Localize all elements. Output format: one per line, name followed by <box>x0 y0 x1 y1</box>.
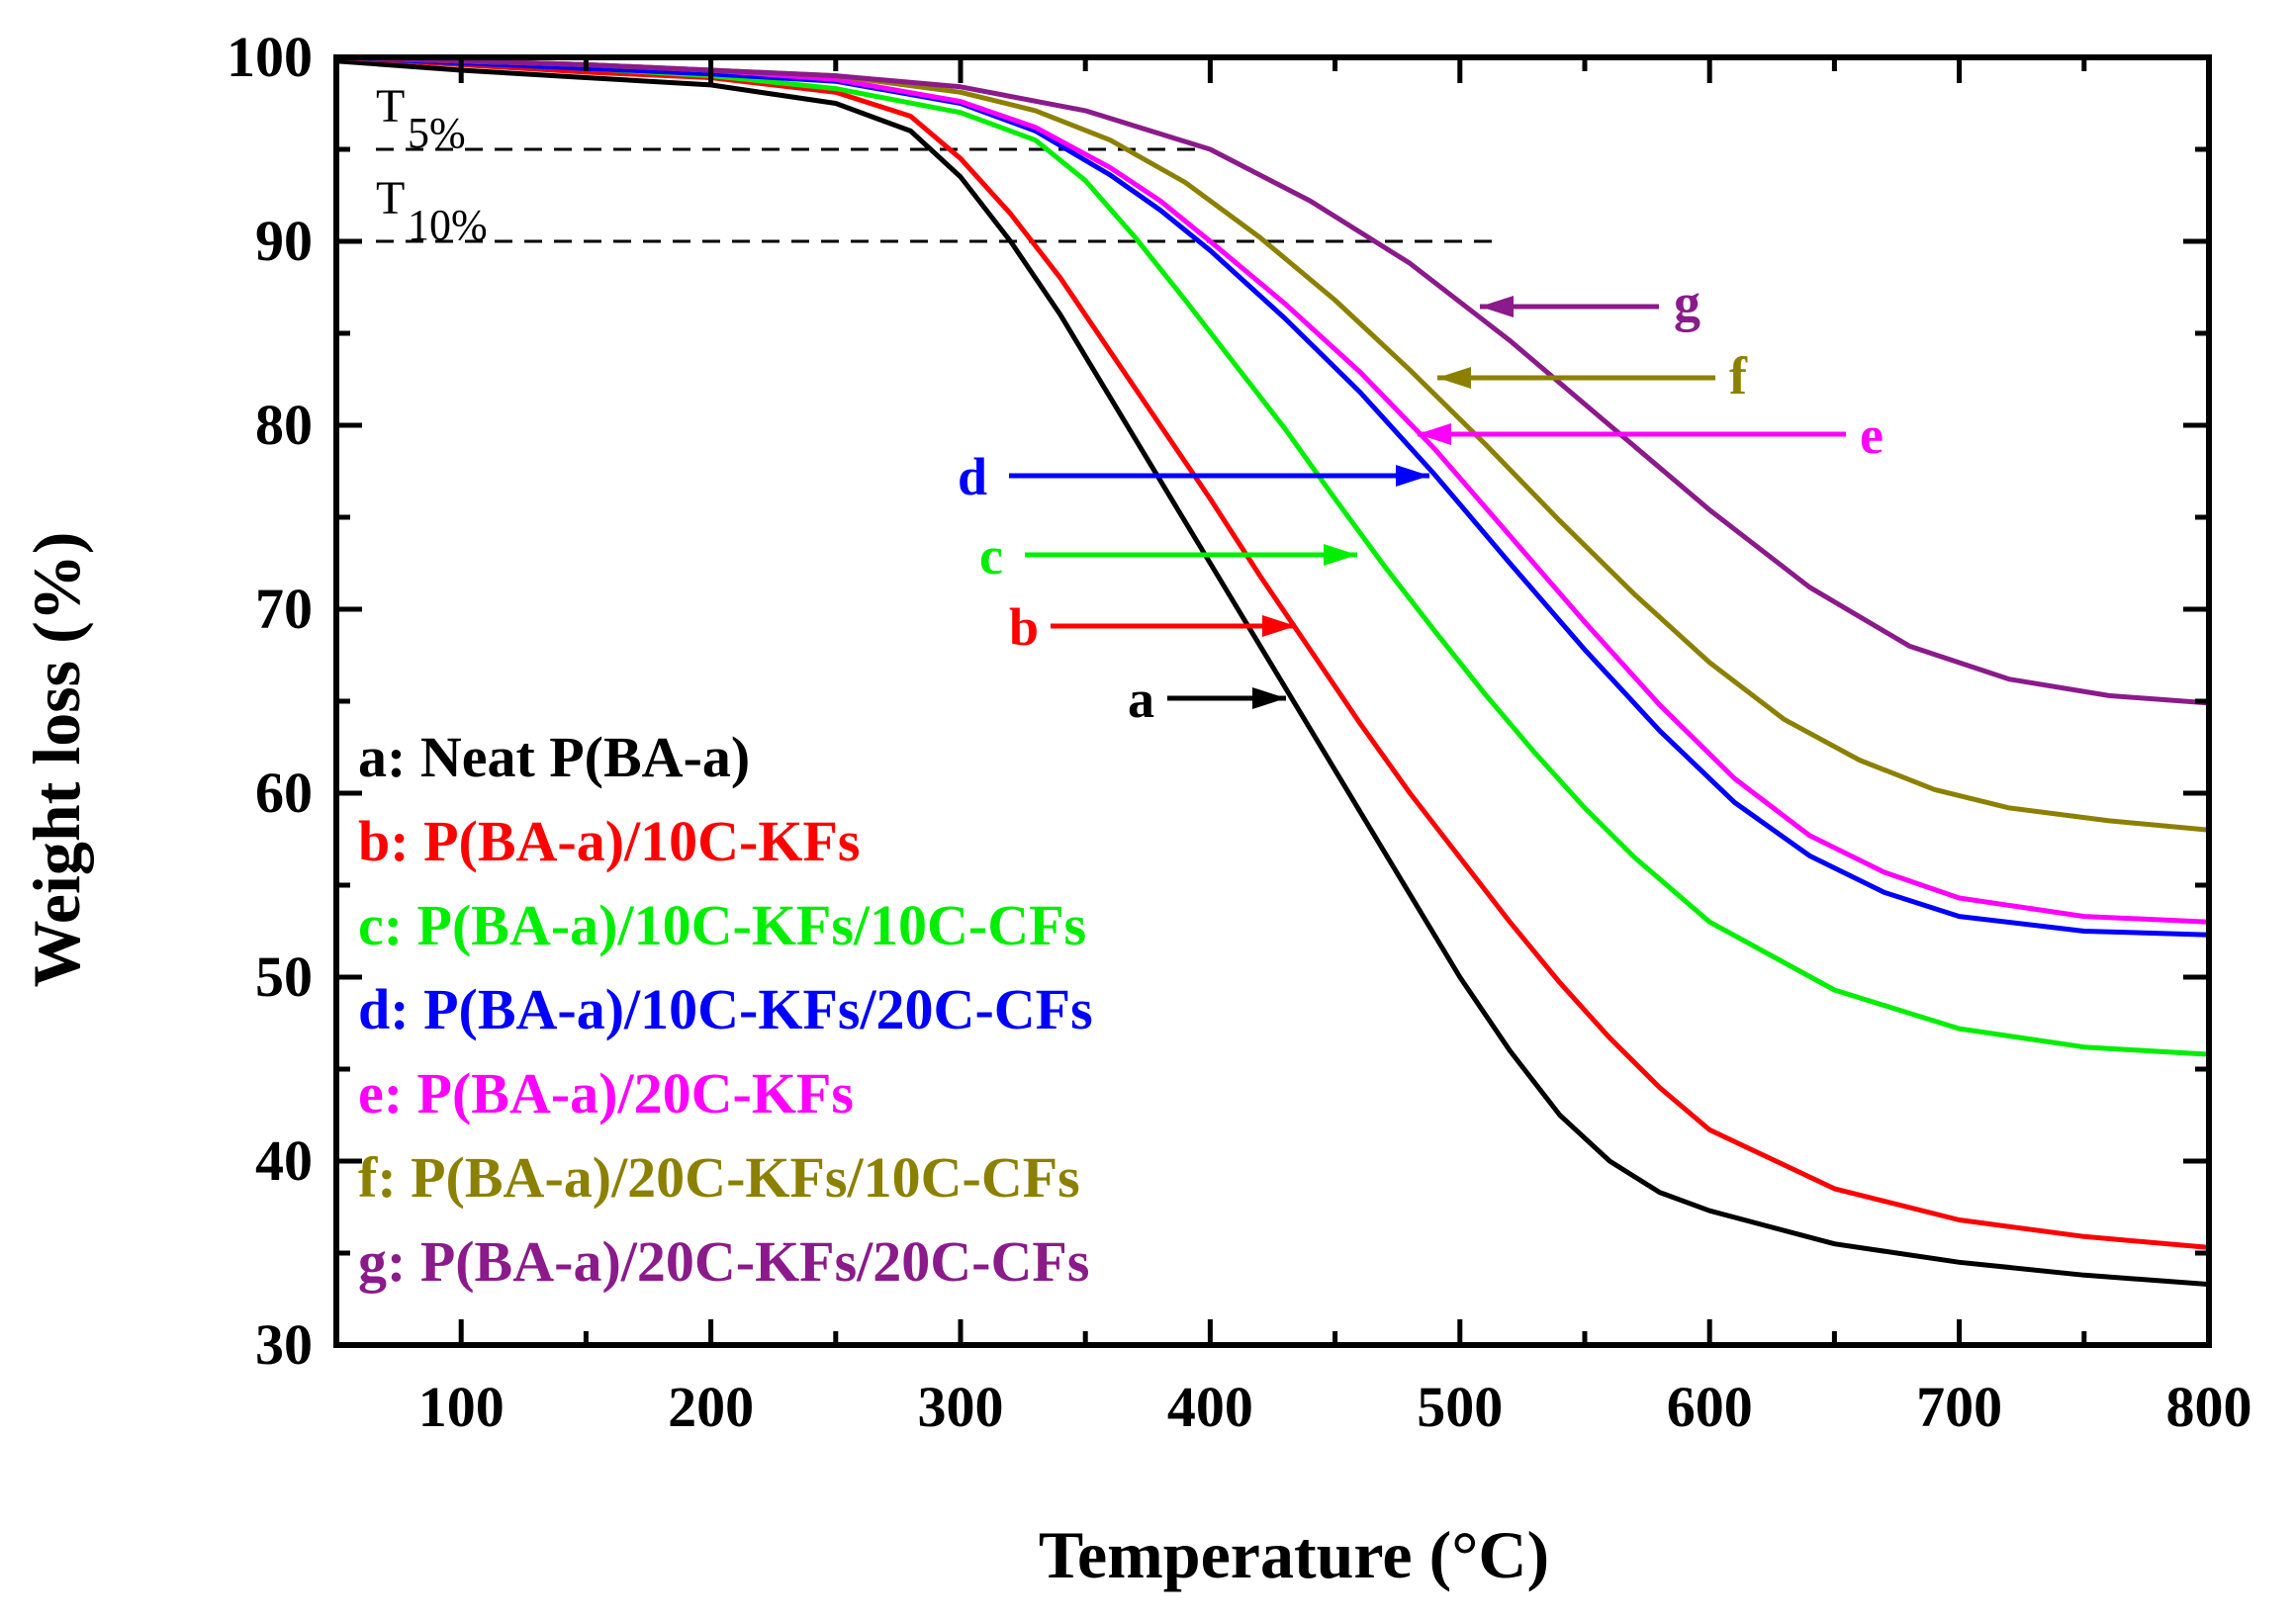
annotation-letter: e <box>1860 405 1883 465</box>
x-tick-label: 100 <box>418 1375 505 1439</box>
x-tick-label: 400 <box>1167 1375 1253 1439</box>
annotation-arrow-head <box>1418 423 1451 445</box>
series-line-b <box>335 54 2210 1250</box>
annotation-arrow-head <box>1262 615 1296 637</box>
annotation-letter: d <box>958 447 987 506</box>
y-tick-label: 100 <box>227 25 313 89</box>
x-tick-label: 800 <box>2166 1375 2252 1439</box>
threshold-label: T <box>376 172 405 225</box>
annotation-e: e <box>1418 405 1883 465</box>
annotation-d: d <box>958 447 1429 506</box>
annotation-b: b <box>1009 597 1296 657</box>
series-line-g <box>335 54 2210 706</box>
y-tick-label: 60 <box>255 761 313 825</box>
legend-entry-c: c: P(BA-a)/10C-KFs/10C-CFs <box>358 893 1086 957</box>
threshold-label: T <box>376 80 405 133</box>
annotation-g: g <box>1480 273 1700 332</box>
series-annotations: a bcd e fg <box>958 273 1883 729</box>
axis-ticks: 100 200 300 400 500 600 700 800 30 40 50 60 70 80 90 10… <box>227 25 2252 1439</box>
legend-entry-d: d: P(BA-a)/10C-KFs/20C-CFs <box>358 977 1093 1041</box>
y-tick-label: 90 <box>255 209 313 273</box>
annotation-letter: a <box>1128 670 1154 729</box>
legend-entry-e: e: P(BA-a)/20C-KFs <box>358 1061 854 1125</box>
annotation-f: f <box>1437 346 1748 405</box>
y-tick-label: 30 <box>255 1312 313 1377</box>
annotation-arrow-head <box>1437 367 1471 389</box>
annotation-c: c <box>979 526 1357 585</box>
annotation-arrow-head <box>1252 687 1286 709</box>
y-tick-label: 40 <box>255 1128 313 1193</box>
x-axis-title: Temperature (°C) <box>1039 1517 1549 1592</box>
legend-entry-a: a: Neat P(BA-a) <box>358 725 750 789</box>
series-line-a <box>335 58 2210 1288</box>
series-line-f <box>335 54 2210 833</box>
x-tick-label: 700 <box>1916 1375 2002 1439</box>
x-tick-label: 200 <box>668 1375 754 1439</box>
threshold-label-sub: 10% <box>408 201 488 249</box>
legend-entry-g: g: P(BA-a)/20C-KFs/20C-CFs <box>358 1229 1089 1294</box>
legend: a: Neat P(BA-a) b: P(BA-a)/10C-KFs c: P(BA… <box>358 725 1093 1294</box>
annotation-letter: b <box>1009 597 1039 657</box>
y-tick-label: 50 <box>255 944 313 1009</box>
annotation-arrow-head <box>1396 465 1429 487</box>
threshold-lines: T5%T10% <box>376 80 1498 249</box>
annotation-letter: f <box>1729 346 1748 405</box>
annotation-a: a <box>1128 670 1286 729</box>
annotation-letter: c <box>979 526 1003 585</box>
series-lines <box>335 54 2210 1288</box>
y-tick-label: 80 <box>255 393 313 457</box>
annotation-arrow-head <box>1324 544 1357 566</box>
annotation-arrow-head <box>1480 296 1514 317</box>
legend-entry-f: f: P(BA-a)/20C-KFs/10C-CFs <box>358 1145 1080 1210</box>
annotation-letter: g <box>1674 273 1700 332</box>
legend-entry-b: b: P(BA-a)/10C-KFs <box>358 809 860 873</box>
series-line-c <box>335 54 2210 1057</box>
x-tick-label: 300 <box>918 1375 1004 1439</box>
series-line-e <box>335 54 2210 925</box>
x-tick-label: 600 <box>1667 1375 1753 1439</box>
x-tick-label: 500 <box>1417 1375 1503 1439</box>
series-line-d <box>335 54 2210 938</box>
y-tick-label: 70 <box>255 577 313 641</box>
threshold-label-sub: 5% <box>408 109 466 157</box>
y-axis-title: Weight loss (%) <box>19 532 94 988</box>
